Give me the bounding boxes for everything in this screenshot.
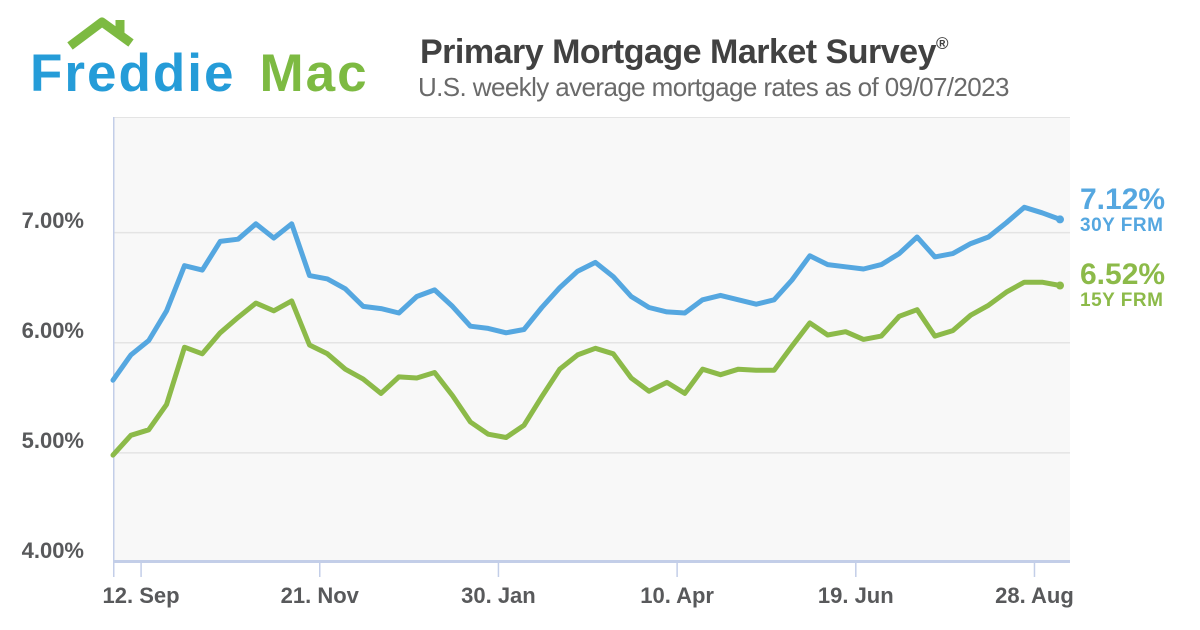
logo-roof-icon [67, 17, 134, 50]
y-axis-label-6.00%: 6.00% [21, 317, 84, 343]
rate-value-30y-frm: 7.12% [1080, 183, 1166, 216]
logo-text-mac: Mac [259, 44, 369, 103]
x-axis-label-10. Apr: 10. Apr [640, 583, 714, 608]
freddie-mac-logo: Freddie Mac [28, 10, 408, 110]
series-label-15y-frm: 15Y FRM [1080, 290, 1164, 311]
series-end-dot-30y-frm [1056, 215, 1064, 224]
logo-text-freddie: Freddie [30, 44, 236, 103]
series-end-dot-15y-frm [1056, 281, 1064, 290]
series-line-30y-frm [110, 204, 1063, 383]
registered-mark: ® [935, 34, 949, 53]
y-axis-label-4.00%: 4.00% [21, 538, 84, 563]
x-axis-label-30. Jan: 30. Jan [461, 583, 536, 608]
line-chart-plot [110, 117, 1070, 577]
x-axis-label-21. Nov: 21. Nov [280, 583, 359, 608]
x-axis-label-12. Sep: 12. Sep [102, 583, 180, 608]
page-title: Primary Mortgage Market Survey® [420, 24, 949, 72]
series-label-30y-frm: 30Y FRM [1080, 215, 1164, 236]
y-axis-label-7.00%: 7.00% [21, 207, 84, 233]
series-line-15y-frm [110, 279, 1063, 458]
x-axis-label-28. Aug: 28. Aug [995, 583, 1074, 608]
plot-background [113, 117, 1070, 563]
y-axis-label-5.00%: 5.00% [21, 427, 84, 453]
rate-value-15y-frm: 6.52% [1080, 258, 1166, 291]
page-title-text: Primary Mortgage Market Survey [420, 33, 936, 71]
page-subtitle: U.S. weekly average mortgage rates as of… [418, 72, 1009, 102]
x-axis-label-19. Jun: 19. Jun [817, 583, 894, 608]
